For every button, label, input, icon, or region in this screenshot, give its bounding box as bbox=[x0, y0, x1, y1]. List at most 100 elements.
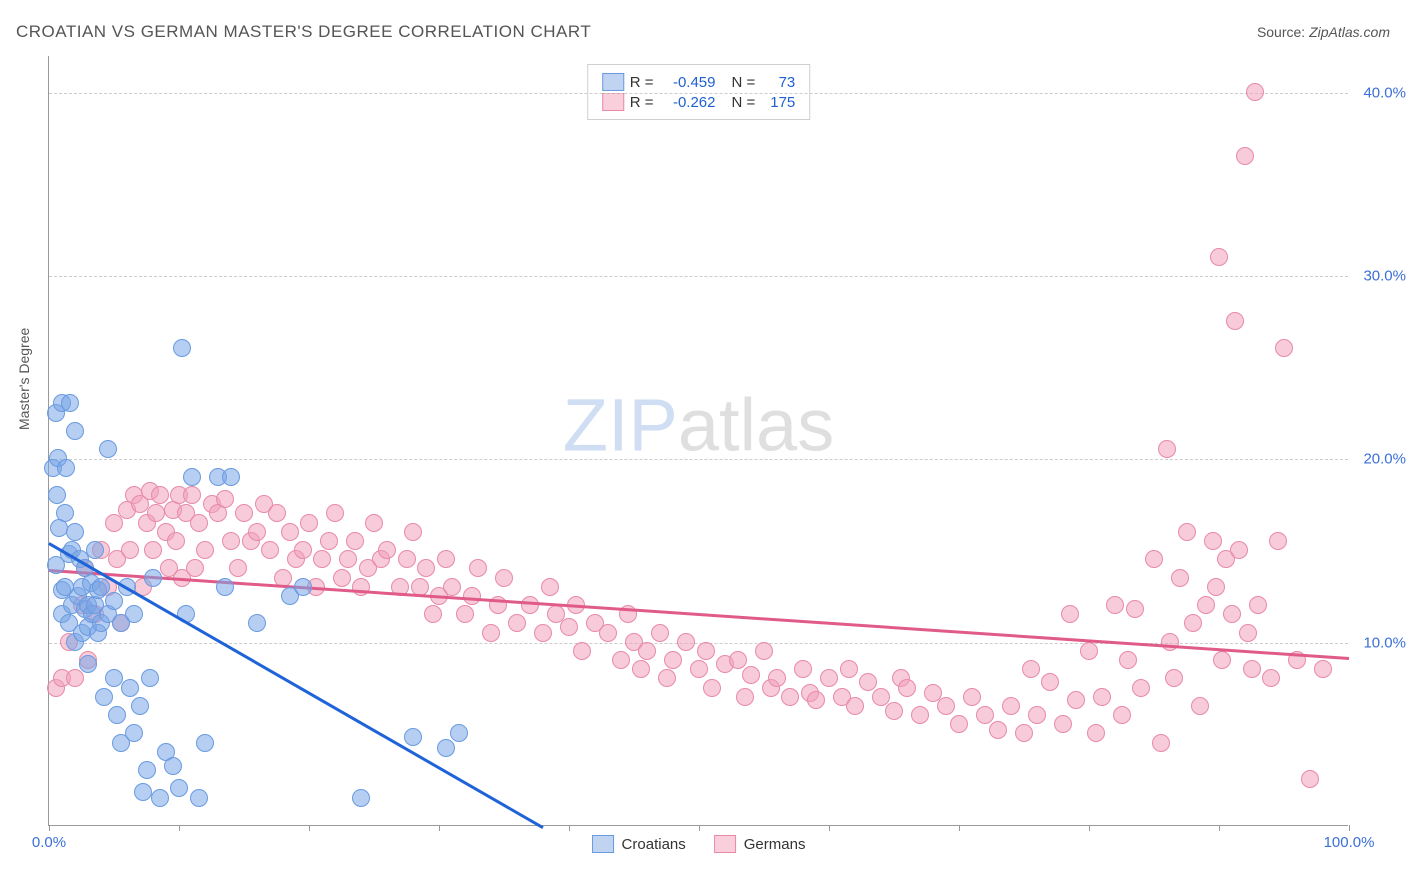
scatter-point bbox=[677, 633, 695, 651]
scatter-point bbox=[840, 660, 858, 678]
scatter-point bbox=[781, 688, 799, 706]
scatter-point bbox=[443, 578, 461, 596]
scatter-point bbox=[651, 624, 669, 642]
scatter-point bbox=[742, 666, 760, 684]
scatter-point bbox=[729, 651, 747, 669]
scatter-point bbox=[404, 728, 422, 746]
scatter-point bbox=[229, 559, 247, 577]
legend-r-value-croatians: -0.459 bbox=[660, 74, 716, 91]
chart-title: CROATIAN VS GERMAN MASTER'S DEGREE CORRE… bbox=[16, 22, 591, 42]
scatter-point bbox=[859, 673, 877, 691]
scatter-point bbox=[1119, 651, 1137, 669]
scatter-point bbox=[333, 569, 351, 587]
scatter-point bbox=[186, 559, 204, 577]
scatter-point bbox=[141, 669, 159, 687]
scatter-point bbox=[248, 523, 266, 541]
x-tick-mark bbox=[829, 825, 830, 831]
scatter-point bbox=[92, 578, 110, 596]
x-tick-mark bbox=[569, 825, 570, 831]
scatter-point bbox=[1210, 248, 1228, 266]
scatter-point bbox=[125, 724, 143, 742]
scatter-point bbox=[339, 550, 357, 568]
scatter-point bbox=[1158, 440, 1176, 458]
scatter-point bbox=[1022, 660, 1040, 678]
legend-swatch-germans bbox=[602, 93, 624, 111]
scatter-point bbox=[1230, 541, 1248, 559]
gridline-h bbox=[49, 276, 1348, 277]
scatter-point bbox=[66, 523, 84, 541]
scatter-point bbox=[1178, 523, 1196, 541]
scatter-point bbox=[167, 532, 185, 550]
source-attribution: Source: ZipAtlas.com bbox=[1257, 24, 1390, 40]
scatter-point bbox=[261, 541, 279, 559]
scatter-point bbox=[190, 789, 208, 807]
scatter-point bbox=[138, 761, 156, 779]
scatter-point bbox=[134, 783, 152, 801]
legend-stats-row-croatians: R = -0.459 N = 73 bbox=[602, 73, 796, 91]
scatter-point bbox=[170, 779, 188, 797]
scatter-point bbox=[196, 541, 214, 559]
scatter-point bbox=[48, 486, 66, 504]
legend-r-label: R = bbox=[630, 94, 654, 111]
scatter-point bbox=[1207, 578, 1225, 596]
legend-stats-row-germans: R = -0.262 N = 175 bbox=[602, 93, 796, 111]
scatter-point bbox=[658, 669, 676, 687]
scatter-point bbox=[1191, 697, 1209, 715]
gridline-h bbox=[49, 459, 1348, 460]
scatter-point bbox=[1213, 651, 1231, 669]
source-link[interactable]: ZipAtlas.com bbox=[1309, 24, 1390, 40]
legend-label-germans: Germans bbox=[744, 836, 806, 853]
legend-r-value-germans: -0.262 bbox=[660, 94, 716, 111]
scatter-point bbox=[196, 734, 214, 752]
scatter-point bbox=[612, 651, 630, 669]
scatter-point bbox=[346, 532, 364, 550]
legend-label-croatians: Croatians bbox=[622, 836, 686, 853]
scatter-point bbox=[248, 614, 266, 632]
scatter-point bbox=[560, 618, 578, 636]
scatter-point bbox=[294, 541, 312, 559]
scatter-point bbox=[300, 514, 318, 532]
scatter-point bbox=[86, 541, 104, 559]
scatter-point bbox=[151, 486, 169, 504]
scatter-point bbox=[365, 514, 383, 532]
scatter-point bbox=[57, 459, 75, 477]
scatter-point bbox=[1239, 624, 1257, 642]
scatter-point bbox=[1106, 596, 1124, 614]
scatter-point bbox=[1236, 147, 1254, 165]
scatter-point bbox=[121, 541, 139, 559]
scatter-point bbox=[1184, 614, 1202, 632]
watermark-rest: atlas bbox=[678, 384, 834, 467]
scatter-point bbox=[807, 691, 825, 709]
scatter-point bbox=[937, 697, 955, 715]
scatter-point bbox=[1061, 605, 1079, 623]
plot-area: ZIPatlas R = -0.459 N = 73 R = -0.262 N … bbox=[48, 56, 1348, 826]
x-tick-mark bbox=[179, 825, 180, 831]
scatter-point bbox=[1145, 550, 1163, 568]
scatter-point bbox=[1028, 706, 1046, 724]
scatter-point bbox=[378, 541, 396, 559]
legend-n-label: N = bbox=[732, 94, 756, 111]
scatter-point bbox=[976, 706, 994, 724]
legend-series: Croatians Germans bbox=[592, 835, 806, 853]
scatter-point bbox=[872, 688, 890, 706]
scatter-point bbox=[1161, 633, 1179, 651]
scatter-point bbox=[482, 624, 500, 642]
scatter-point bbox=[1197, 596, 1215, 614]
legend-swatch-croatians bbox=[602, 73, 624, 91]
y-tick-label: 30.0% bbox=[1356, 268, 1406, 285]
scatter-point bbox=[1171, 569, 1189, 587]
scatter-point bbox=[534, 624, 552, 642]
scatter-point bbox=[1165, 669, 1183, 687]
scatter-point bbox=[147, 504, 165, 522]
scatter-point bbox=[417, 559, 435, 577]
scatter-point bbox=[437, 739, 455, 757]
scatter-point bbox=[1126, 600, 1144, 618]
scatter-point bbox=[1113, 706, 1131, 724]
scatter-point bbox=[1204, 532, 1222, 550]
scatter-point bbox=[313, 550, 331, 568]
scatter-point bbox=[56, 504, 74, 522]
scatter-point bbox=[1093, 688, 1111, 706]
scatter-point bbox=[437, 550, 455, 568]
scatter-point bbox=[950, 715, 968, 733]
scatter-point bbox=[703, 679, 721, 697]
